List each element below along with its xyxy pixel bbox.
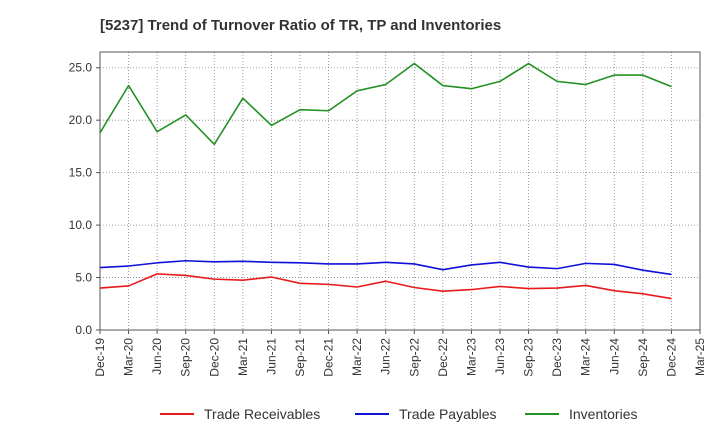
y-tick-label: 5.0 [75, 271, 92, 285]
legend-label: Trade Payables [399, 406, 497, 422]
series-line-trade-payables [99, 259, 672, 276]
x-tick-label: Mar-25 [693, 338, 707, 376]
legend-label: Inventories [569, 406, 637, 422]
series-line-trade-receivables [99, 273, 672, 300]
series-line-inventories [99, 62, 672, 146]
x-tick-label: Mar-23 [464, 338, 478, 376]
x-tick-label: Mar-24 [579, 338, 593, 376]
y-tick-label: 0.0 [75, 323, 92, 337]
x-tick-label: Jun-20 [150, 338, 164, 375]
x-axis-ticks: Dec-19 Mar-20 Jun-20 Sep-20 Dec-20 Mar-21 Jun-… [93, 330, 707, 377]
legend: Trade Receivables Trade Payables Inventori… [160, 406, 637, 422]
x-tick-label: Mar-20 [122, 338, 136, 376]
plot-area [99, 51, 701, 331]
x-tick-label: Jun-24 [607, 338, 621, 375]
y-tick-label: 20.0 [69, 113, 93, 127]
y-tick-label: 25.0 [69, 61, 93, 75]
x-tick-label: Jun-22 [379, 338, 393, 375]
x-tick-label: Dec-24 [664, 338, 678, 377]
y-tick-label: 15.0 [69, 166, 93, 180]
x-tick-label: Dec-23 [550, 338, 564, 377]
chart-title: [5237] Trend of Turnover Ratio of TR, TP… [100, 17, 501, 34]
x-tick-label: Sep-22 [407, 338, 421, 377]
x-tick-label: Jun-23 [493, 338, 507, 375]
x-tick-label: Sep-23 [522, 338, 536, 377]
x-tick-label: Dec-19 [93, 338, 107, 377]
y-axis-ticks: 0.0 5.0 10.0 15.0 20.0 25.0 [69, 61, 100, 337]
y-tick-label: 10.0 [69, 218, 93, 232]
series-lines [99, 62, 672, 300]
x-tick-label: Dec-22 [436, 338, 450, 377]
x-tick-label: Dec-21 [322, 338, 336, 377]
legend-label: Trade Receivables [204, 406, 320, 422]
x-tick-label: Sep-24 [636, 338, 650, 377]
x-tick-label: Dec-20 [207, 338, 221, 377]
x-tick-label: Sep-20 [179, 338, 193, 377]
x-tick-label: Mar-21 [236, 338, 250, 376]
x-tick-label: Sep-21 [293, 338, 307, 377]
grid-lines [100, 52, 700, 330]
x-tick-label: Mar-22 [350, 338, 364, 376]
x-tick-label: Jun-21 [264, 338, 278, 375]
